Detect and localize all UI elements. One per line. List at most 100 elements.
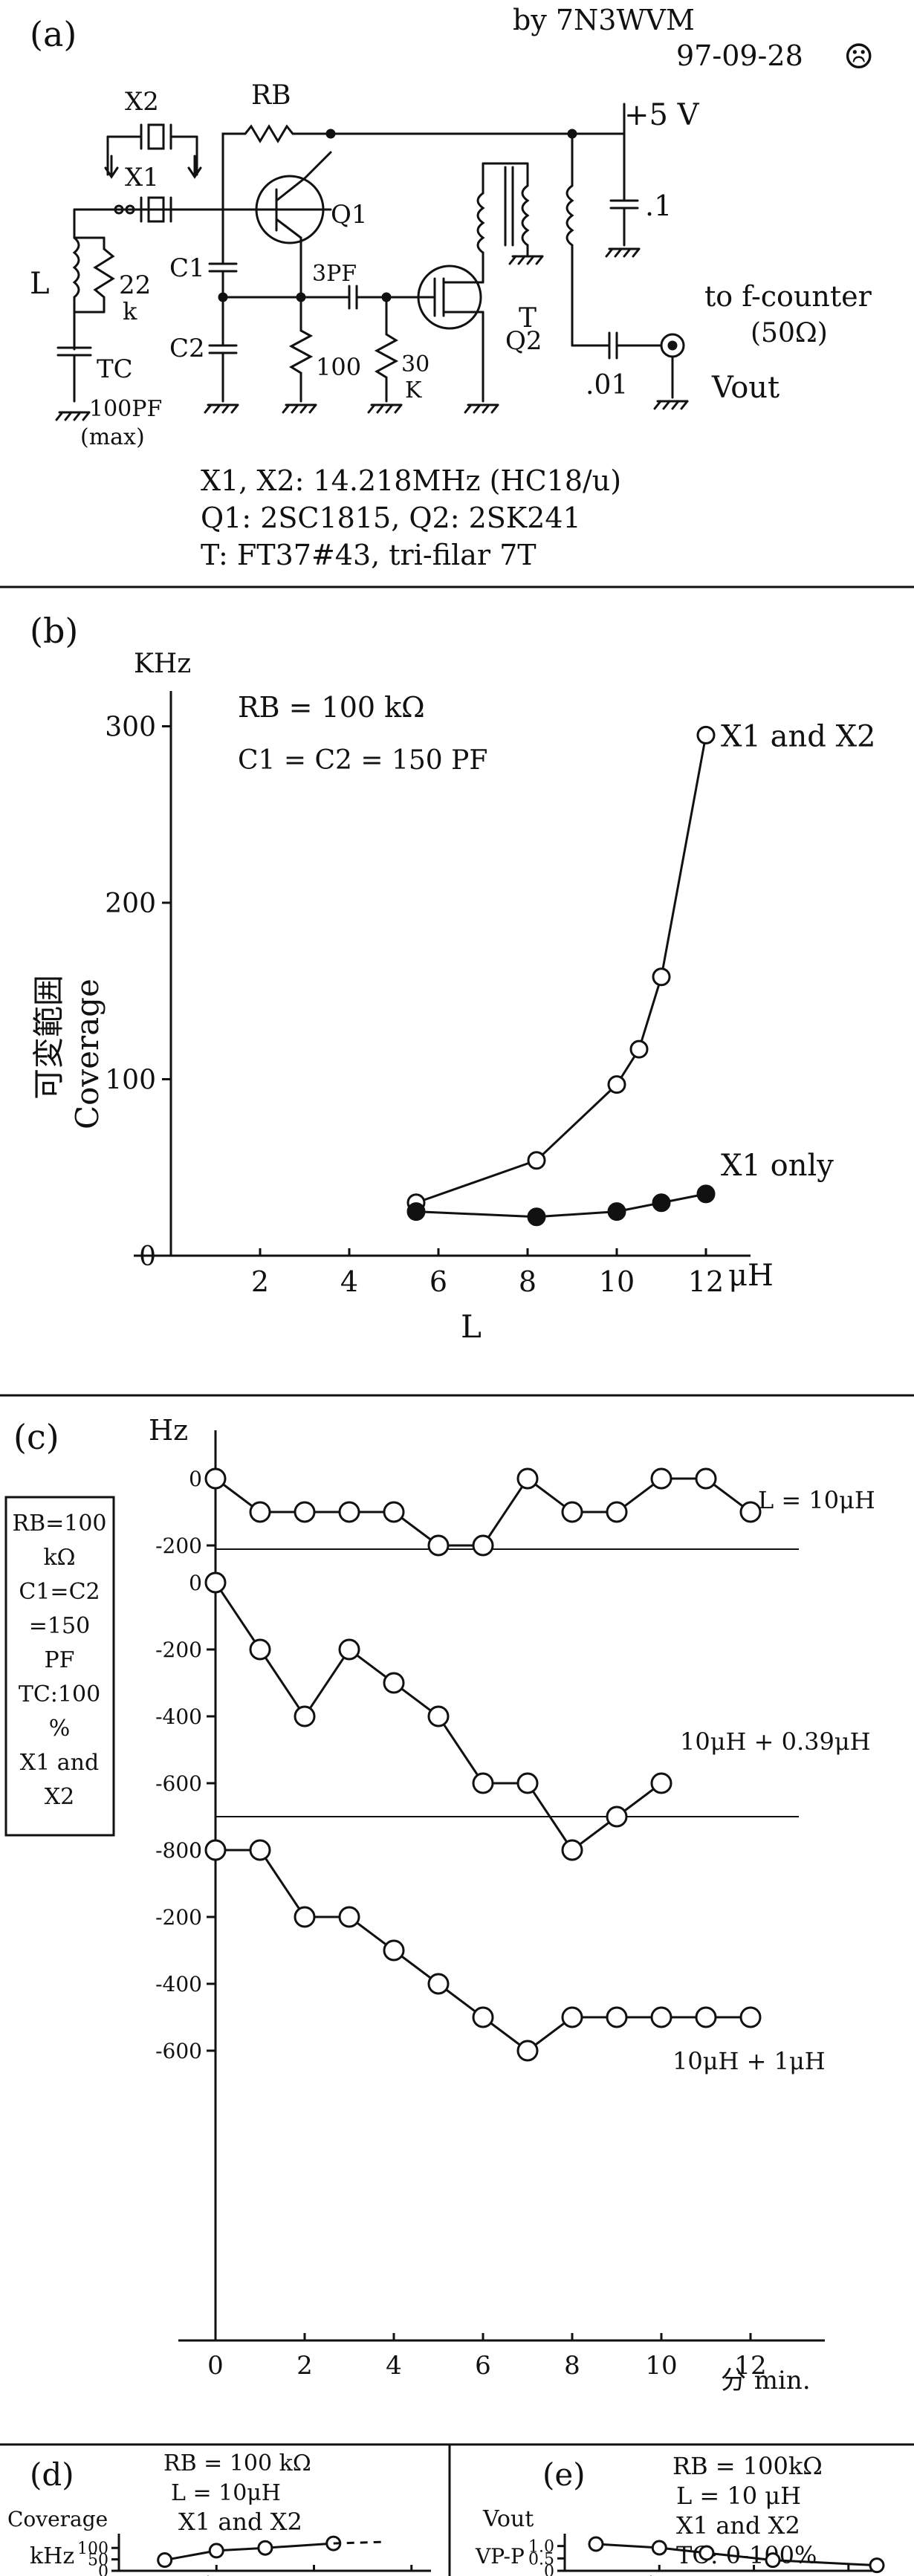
c1-label: C1 [169,253,205,283]
panel-c-point [204,1571,227,1594]
panel-d-dashed-extension [333,2540,383,2545]
panel-c-point [383,1939,405,1962]
panel-c-point [650,1772,672,1794]
tc-label: TC [97,354,133,384]
panel-e-point [869,2557,885,2574]
panel-d-ytick-label: 100 [77,2540,108,2558]
panel-b-yunit: KHz [134,649,191,679]
panel-e-label: (e) [542,2456,586,2493]
panel-d-ylabel: Coverage [7,2507,108,2531]
panel-c-ytick-label: 0 [189,1838,202,1863]
panel-c-param-line: C1=C2 [19,1579,100,1605]
panel-c-label: (c) [13,1417,59,1457]
panel-b-point [652,967,671,987]
panel-c-ytick-label: -200 [155,1638,202,1662]
q2-label: Q2 [505,326,542,356]
panel-c-param-line: X2 [45,1784,74,1810]
panel-c-point [561,1839,583,1861]
panel-a-text: (a) by 7N3WVM 97-09-28 ☹ +5 V .1 .01 to … [30,4,874,571]
c2-label: C2 [169,334,205,363]
panel-c-point [383,1672,405,1694]
panel-c-point [472,1534,494,1557]
panel-c-point [427,1973,450,1995]
panel-c-point [338,1638,360,1661]
panel-c-point [561,1501,583,1523]
panel-c-ytick-label: -600 [155,2039,202,2063]
panel-e: (e) RB = 100kΩ L = 10 μH X1 and X2 TC: 0… [475,2452,885,2576]
panel-c-point [338,1501,360,1523]
frown-icon: ☹ [843,36,874,77]
panel-c-param-line: TC:100 [19,1681,100,1707]
panel-c-ylabel: Hz [149,1414,188,1447]
panel-d-label: (d) [30,2456,74,2493]
panel-c-param-line: % [49,1716,71,1742]
cap-01-label: .1 [645,189,672,222]
panel-c-point [516,1772,539,1794]
panel-c-ytick-label: -600 [155,1771,202,1796]
panel-c-point [516,2040,539,2062]
panel-c-point [695,2006,717,2028]
tc-max-label: (max) [80,424,145,450]
panel-d-point [208,2543,224,2559]
panel-c-xtick-label: 12 [734,2351,766,2381]
panel-b-xtick-label: 12 [688,1265,724,1298]
panel-b-xtick-label: 8 [519,1265,537,1298]
panel-c-point [516,1467,539,1490]
ohm50-label: (50Ω) [751,318,828,348]
panel-d: (d) RB = 100 kΩ L = 10μH X1 and X2 Cover… [7,2450,431,2576]
panel-d-params-2: L = 10μH [171,2480,281,2506]
panel-b-ytick-label: 200 [105,889,156,919]
panel-b-xtick-label: 10 [599,1265,635,1298]
panel-d-xtick-label: 0 [114,2574,123,2576]
panel-c-xtick-label: 8 [564,2351,580,2381]
panel-c-ytick-label: 0 [189,1467,202,1491]
panel-c-series-label: 10μH + 1μH [672,2047,826,2075]
panel-d-xtick-label: 100 [204,2574,229,2576]
panel-c-series-label: L = 10μH [758,1486,875,1514]
panel-e-params-3: X1 and X2 [676,2511,800,2540]
panel-c-ytick-label: -200 [155,1905,202,1930]
panel-c-point [338,1906,360,1928]
panel-b: (b) KHz 可変範囲 Coverage RB = 100 kΩ C1 = C… [30,611,876,1345]
panel-c-point [427,1534,450,1557]
panel-b-point [527,1151,546,1170]
panel-c-xtick-label: 6 [475,2351,491,2381]
panel-c-ytick-label: 0 [189,1571,202,1595]
panel-b-ylabel-en: Coverage [69,979,106,1129]
panel-b-point [406,1202,426,1222]
panel-c-ytick-label: -400 [155,1972,202,1996]
panel-c-ytick-label: -400 [155,1704,202,1729]
panel-c-point [606,2006,628,2028]
panel-e-point [651,2540,667,2556]
panel-c-point [204,1467,227,1490]
panel-b-series-label: X1 only [721,1149,834,1183]
panel-e-ytick-label: 0.5 [528,2550,554,2569]
panel-b-point [607,1202,626,1222]
r30k-unit: K [405,377,422,403]
panel-b-label: (b) [30,611,78,651]
panel-b-params-2: C1 = C2 = 150 PF [238,745,487,776]
parts-line-1: X1, X2: 14.218MHz (HC18/u) [201,464,621,497]
panel-c-xtick-label: 10 [645,2351,677,2381]
byline: by 7N3WVM [513,4,695,36]
panel-c-point [472,2006,494,2028]
panel-c-param-line: PF [44,1647,74,1673]
panel-b-xtick-label: 4 [340,1265,358,1298]
panel-b-point [696,725,716,744]
panel-e-params-2: L = 10 μH [676,2482,801,2510]
panel-d-point [257,2540,273,2556]
panel-e-yunit: VP-P [475,2544,525,2569]
panel-b-point [629,1039,649,1059]
panel-b-point [652,1193,671,1213]
cap-001-label: .01 [586,370,628,400]
panel-d-ytick-label: 0 [98,2563,108,2576]
panel-d-point [157,2552,173,2569]
panel-c-point [204,1839,227,1861]
panel-c-point [606,1501,628,1523]
panel-c-params: RB=100 kΩ C1=C2 =150 PF TC:100% X1 and X2 [12,1511,106,1810]
panel-b-xlabel: L [461,1308,482,1345]
panel-c-point [695,1467,717,1490]
panel-d-params-3: X1 and X2 [178,2508,302,2536]
panel-c-xtick-label: 0 [207,2351,224,2381]
